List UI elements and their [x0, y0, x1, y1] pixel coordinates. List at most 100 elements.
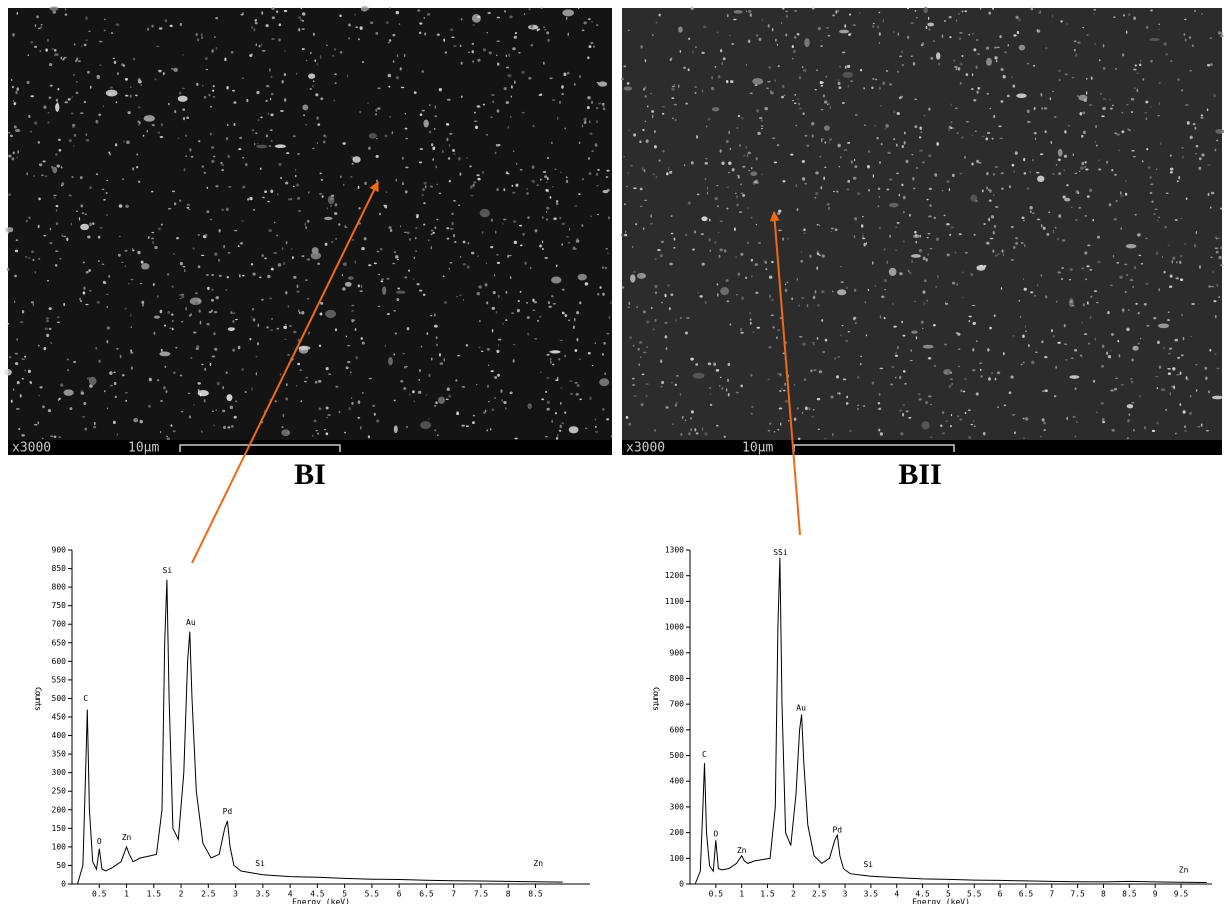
particle [902, 211, 905, 214]
particle [542, 26, 546, 29]
particle [24, 256, 28, 258]
particle [1058, 214, 1062, 218]
particle [968, 33, 970, 36]
particle [983, 223, 986, 225]
particle [989, 107, 992, 110]
particle [237, 245, 240, 248]
particle [362, 60, 365, 64]
particle [701, 262, 705, 266]
info-bar [8, 440, 612, 455]
particle [967, 409, 971, 411]
particle [151, 123, 155, 127]
particle [1149, 38, 1160, 42]
particle [1138, 254, 1142, 257]
particle [375, 31, 379, 35]
particle [496, 109, 500, 113]
particle [731, 43, 735, 45]
particle [36, 15, 39, 19]
particle [546, 31, 550, 35]
particle [1106, 351, 1108, 355]
particle [304, 222, 307, 226]
particle [325, 416, 329, 419]
particle [255, 355, 258, 358]
particle [189, 297, 202, 306]
particle [605, 247, 608, 250]
particle [283, 98, 287, 102]
particle [951, 127, 955, 130]
particle [406, 327, 410, 331]
particle [40, 25, 42, 29]
particle [721, 161, 725, 165]
particle [1164, 225, 1167, 229]
particle [1058, 78, 1061, 82]
particle [804, 182, 807, 185]
particle [1155, 168, 1158, 171]
particle [76, 210, 78, 213]
particle [871, 86, 874, 90]
particle [551, 141, 553, 145]
particle [315, 430, 318, 432]
particle [574, 349, 578, 352]
particle [519, 244, 523, 247]
particle [242, 156, 245, 159]
particle [824, 437, 827, 440]
particle [845, 402, 849, 405]
particle [928, 16, 930, 21]
particle [606, 332, 610, 335]
particle [755, 223, 758, 226]
particle [271, 318, 273, 320]
particle [913, 187, 916, 190]
particle [1134, 266, 1136, 270]
particle [439, 353, 441, 357]
particle [976, 52, 981, 56]
particle [262, 196, 265, 199]
particle [290, 197, 293, 201]
particle [995, 206, 999, 208]
particle [456, 296, 459, 298]
y-tick-label: 100 [52, 842, 67, 851]
particle [954, 251, 957, 254]
particle [240, 242, 243, 245]
particle [1167, 372, 1171, 375]
particle [297, 362, 301, 366]
particle [186, 206, 190, 209]
particle [1161, 256, 1164, 258]
particle [335, 238, 337, 240]
particle [798, 304, 800, 307]
particle [1082, 130, 1086, 135]
particle [29, 381, 33, 383]
particle [164, 365, 167, 368]
particle [511, 184, 514, 187]
particle [177, 137, 180, 140]
particle [1179, 260, 1182, 265]
particle [720, 286, 729, 296]
particle [280, 177, 283, 179]
particle [1147, 166, 1151, 169]
particle [845, 339, 849, 342]
particle [591, 364, 594, 367]
particle [728, 161, 732, 166]
particle [44, 327, 48, 331]
particle [998, 125, 1002, 128]
particle [121, 63, 124, 67]
particle [639, 205, 643, 208]
particle [1022, 334, 1025, 338]
particle [944, 301, 947, 303]
particle [761, 173, 763, 176]
particle [1170, 60, 1173, 63]
particle [351, 304, 355, 307]
particle [854, 165, 858, 169]
particle [717, 75, 721, 79]
particle [178, 91, 182, 95]
particle [1151, 429, 1156, 433]
particle [73, 74, 75, 76]
particle [43, 105, 47, 109]
particle [315, 93, 319, 97]
particle [173, 202, 177, 206]
particle [382, 286, 387, 295]
particle [878, 428, 881, 432]
particle [811, 134, 814, 138]
particle [417, 9, 421, 12]
particle [259, 167, 262, 171]
particle [261, 298, 264, 301]
